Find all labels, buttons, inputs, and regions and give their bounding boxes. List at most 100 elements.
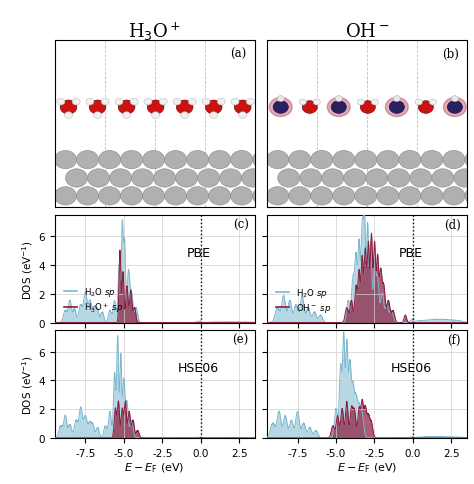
Text: HSE06: HSE06	[178, 362, 219, 375]
Circle shape	[273, 102, 288, 114]
Circle shape	[322, 169, 344, 188]
Circle shape	[289, 187, 311, 206]
Circle shape	[300, 169, 322, 188]
Circle shape	[188, 99, 196, 106]
Circle shape	[239, 112, 246, 119]
Circle shape	[302, 102, 318, 114]
Circle shape	[115, 99, 123, 106]
Circle shape	[299, 100, 306, 106]
Y-axis label: DOS (eV$^{-1}$): DOS (eV$^{-1}$)	[20, 354, 36, 414]
Circle shape	[393, 96, 401, 103]
Circle shape	[187, 187, 209, 206]
Circle shape	[101, 99, 109, 106]
Circle shape	[205, 101, 222, 115]
Circle shape	[231, 187, 253, 206]
Circle shape	[154, 169, 176, 188]
Circle shape	[88, 169, 109, 188]
Circle shape	[344, 169, 366, 188]
Circle shape	[313, 100, 320, 106]
Circle shape	[181, 112, 189, 119]
Circle shape	[399, 187, 421, 206]
Circle shape	[443, 151, 465, 169]
Circle shape	[377, 151, 399, 169]
Circle shape	[278, 169, 300, 188]
Circle shape	[164, 187, 187, 206]
Circle shape	[429, 100, 437, 106]
Circle shape	[147, 101, 164, 115]
Circle shape	[144, 99, 152, 106]
Circle shape	[152, 112, 160, 119]
Circle shape	[242, 169, 264, 188]
Circle shape	[209, 187, 231, 206]
Circle shape	[269, 98, 292, 117]
Circle shape	[120, 151, 143, 169]
Circle shape	[57, 99, 65, 106]
Circle shape	[377, 187, 399, 206]
Circle shape	[176, 169, 198, 188]
X-axis label: $E - E_{\mathrm{F}}$ (eV): $E - E_{\mathrm{F}}$ (eV)	[125, 460, 185, 474]
Circle shape	[176, 101, 193, 115]
Circle shape	[253, 151, 275, 169]
Circle shape	[399, 151, 421, 169]
Circle shape	[76, 187, 99, 206]
Text: (d): (d)	[444, 219, 461, 231]
Circle shape	[246, 99, 254, 106]
Circle shape	[132, 169, 154, 188]
Circle shape	[143, 151, 164, 169]
Circle shape	[120, 187, 143, 206]
Circle shape	[89, 101, 106, 115]
Circle shape	[355, 187, 377, 206]
Circle shape	[371, 100, 378, 106]
Circle shape	[159, 99, 167, 106]
Circle shape	[202, 99, 210, 106]
Circle shape	[421, 187, 443, 206]
Text: OH$^-$: OH$^-$	[345, 22, 389, 41]
Text: (c): (c)	[233, 219, 249, 231]
Circle shape	[173, 99, 181, 106]
Circle shape	[231, 99, 239, 106]
Text: (e): (e)	[232, 334, 249, 347]
Circle shape	[366, 169, 388, 188]
Circle shape	[465, 187, 474, 206]
Circle shape	[118, 101, 135, 115]
Circle shape	[289, 151, 311, 169]
Circle shape	[267, 151, 289, 169]
Circle shape	[219, 169, 242, 188]
Circle shape	[415, 100, 422, 106]
Circle shape	[355, 151, 377, 169]
Circle shape	[209, 151, 231, 169]
Circle shape	[164, 151, 187, 169]
Circle shape	[99, 151, 120, 169]
Circle shape	[130, 99, 138, 106]
Circle shape	[311, 187, 333, 206]
Circle shape	[388, 169, 410, 188]
Circle shape	[65, 169, 88, 188]
Circle shape	[465, 151, 474, 169]
Circle shape	[335, 96, 342, 103]
Circle shape	[210, 112, 218, 119]
Circle shape	[76, 151, 99, 169]
Circle shape	[333, 151, 355, 169]
Text: HSE06: HSE06	[390, 362, 431, 375]
Circle shape	[217, 99, 225, 106]
Circle shape	[86, 99, 94, 106]
Circle shape	[60, 101, 77, 115]
Circle shape	[187, 151, 209, 169]
Circle shape	[277, 96, 284, 103]
Circle shape	[443, 187, 465, 206]
Circle shape	[444, 98, 466, 117]
Legend: H$_2$O $sp$, OH$^-$ $sp$: H$_2$O $sp$, OH$^-$ $sp$	[273, 283, 335, 318]
Circle shape	[421, 151, 443, 169]
Circle shape	[99, 187, 120, 206]
Circle shape	[93, 112, 101, 119]
Circle shape	[454, 169, 474, 188]
Y-axis label: DOS (eV$^{-1}$): DOS (eV$^{-1}$)	[20, 239, 36, 299]
Text: PBE: PBE	[399, 246, 423, 259]
Circle shape	[267, 187, 289, 206]
Circle shape	[311, 151, 333, 169]
Circle shape	[331, 102, 346, 114]
Circle shape	[360, 102, 375, 114]
Circle shape	[328, 98, 350, 117]
Text: PBE: PBE	[187, 246, 210, 259]
Text: (a): (a)	[230, 48, 246, 61]
